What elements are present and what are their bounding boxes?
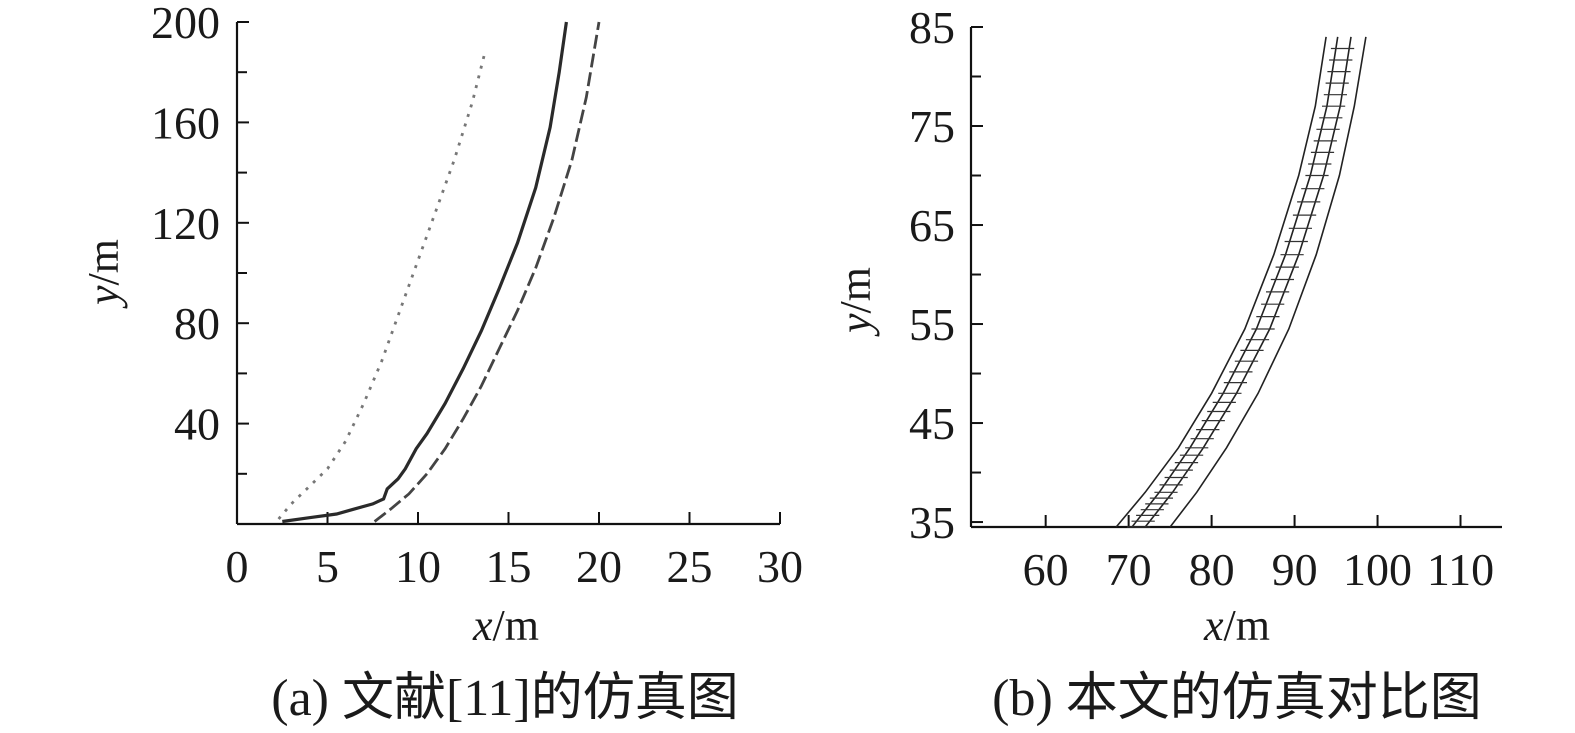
panel-a-x-tick-label: 0 [226, 541, 249, 592]
panel-a-caption: (a) 文献[11]的仿真图 [271, 670, 738, 727]
panel-a-y-tick-label: 160 [151, 97, 220, 148]
panel-b-chart: 60 70 80 90 100 110 85 75 65 55 45 35 y/m x/m (b) 本… [831, 2, 1502, 727]
panel-a-series-line-1 [277, 51, 487, 520]
panel-a-series [277, 21, 601, 524]
panel-a-x-tick-label: 20 [576, 541, 622, 592]
panel-b-series-line-2-edge-right [1144, 36, 1352, 528]
panel-b-y-tick-label: 35 [909, 497, 955, 548]
panel-b-x-tick-label: 100 [1343, 544, 1412, 595]
panel-b-caption: (b) 本文的仿真对比图 [992, 670, 1482, 727]
panel-a-chart: 0 5 10 15 20 25 30 200 160 120 80 40 y/m x/m (a) 文献… [79, 0, 803, 727]
panel-b-x-tick-label: 110 [1427, 544, 1494, 595]
panel-a-x-tick-label: 10 [395, 541, 441, 592]
panel-a-series-line-2 [282, 21, 568, 524]
panel-b-series-line-1 [1115, 36, 1327, 528]
panel-a-ticks: 0 5 10 15 20 25 30 200 160 120 80 40 [151, 0, 803, 592]
panel-b-y-axis-title: y/m [831, 267, 880, 337]
panel-b-series [1115, 36, 1367, 528]
panel-b-series-line-3 [1169, 36, 1367, 528]
panel-a-y-tick-label: 120 [151, 198, 220, 249]
panel-b-y-tick-label: 75 [909, 101, 955, 152]
panel-b-x-tick-label: 90 [1272, 544, 1318, 595]
panel-a-y-tick-label: 80 [174, 298, 220, 349]
panel-a-x-axis-title: x/m [472, 601, 539, 650]
panel-a-x-tick-label: 5 [316, 541, 339, 592]
panel-a-x-tick-label: 25 [667, 541, 713, 592]
panel-a-y-tick-label: 40 [174, 399, 220, 450]
panel-a-y-axis-title: y/m [79, 239, 128, 309]
panel-b-x-tick-label: 80 [1189, 544, 1235, 595]
panel-b-y-tick-label: 65 [909, 200, 955, 251]
panel-b-x-tick-label: 70 [1106, 544, 1152, 595]
panel-a-y-tick-label: 200 [151, 0, 220, 48]
panel-b-y-tick-label: 55 [909, 299, 955, 350]
panel-b-y-tick-label: 85 [909, 2, 955, 53]
panel-a-series-line-3 [373, 21, 601, 523]
panel-a-x-tick-label: 15 [486, 541, 532, 592]
panel-b-x-axis-title: x/m [1203, 601, 1270, 650]
panel-b-ticks: 60 70 80 90 100 110 85 75 65 55 45 35 [909, 2, 1494, 595]
panel-a-x-tick-label: 30 [757, 541, 803, 592]
panel-b-y-tick-label: 45 [909, 398, 955, 449]
panel-b-x-tick-label: 60 [1023, 544, 1069, 595]
